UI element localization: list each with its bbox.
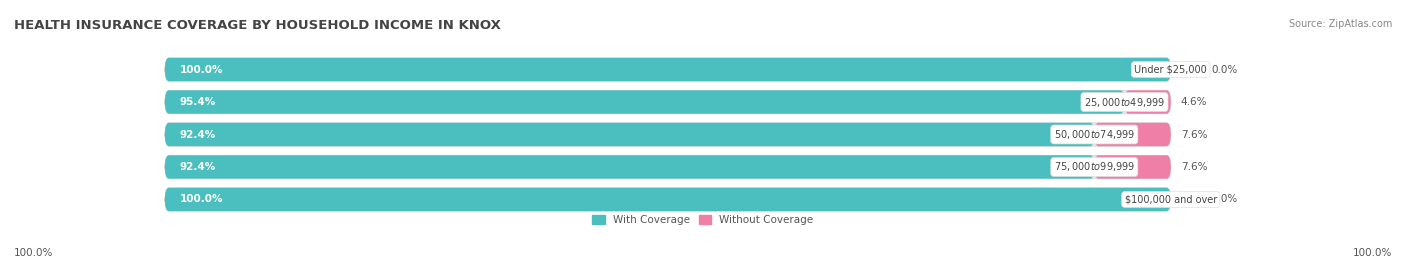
FancyBboxPatch shape	[165, 58, 1171, 81]
FancyBboxPatch shape	[165, 155, 1094, 179]
FancyBboxPatch shape	[165, 155, 1171, 179]
Legend: With Coverage, Without Coverage: With Coverage, Without Coverage	[588, 211, 818, 229]
FancyBboxPatch shape	[165, 188, 1171, 211]
Text: Under $25,000: Under $25,000	[1135, 65, 1208, 75]
Text: 100.0%: 100.0%	[180, 65, 224, 75]
Text: Source: ZipAtlas.com: Source: ZipAtlas.com	[1288, 19, 1392, 29]
Text: $100,000 and over: $100,000 and over	[1125, 194, 1216, 204]
Text: 100.0%: 100.0%	[14, 248, 53, 258]
Text: 0.0%: 0.0%	[1211, 65, 1237, 75]
Text: 4.6%: 4.6%	[1181, 97, 1208, 107]
Text: 92.4%: 92.4%	[180, 129, 217, 140]
FancyBboxPatch shape	[1094, 123, 1171, 146]
FancyBboxPatch shape	[165, 188, 1171, 211]
Text: 100.0%: 100.0%	[1353, 248, 1392, 258]
Text: 7.6%: 7.6%	[1181, 129, 1208, 140]
Text: 92.4%: 92.4%	[180, 162, 217, 172]
Text: $75,000 to $99,999: $75,000 to $99,999	[1053, 161, 1135, 174]
FancyBboxPatch shape	[165, 90, 1171, 114]
Text: $25,000 to $49,999: $25,000 to $49,999	[1084, 95, 1166, 108]
FancyBboxPatch shape	[165, 123, 1094, 146]
FancyBboxPatch shape	[165, 90, 1125, 114]
Text: $50,000 to $74,999: $50,000 to $74,999	[1053, 128, 1135, 141]
Text: 100.0%: 100.0%	[180, 194, 224, 204]
Text: 7.6%: 7.6%	[1181, 162, 1208, 172]
Text: HEALTH INSURANCE COVERAGE BY HOUSEHOLD INCOME IN KNOX: HEALTH INSURANCE COVERAGE BY HOUSEHOLD I…	[14, 19, 501, 32]
FancyBboxPatch shape	[1125, 90, 1171, 114]
Text: 95.4%: 95.4%	[180, 97, 217, 107]
FancyBboxPatch shape	[1094, 155, 1171, 179]
FancyBboxPatch shape	[165, 58, 1171, 81]
Text: 0.0%: 0.0%	[1211, 194, 1237, 204]
FancyBboxPatch shape	[165, 123, 1171, 146]
